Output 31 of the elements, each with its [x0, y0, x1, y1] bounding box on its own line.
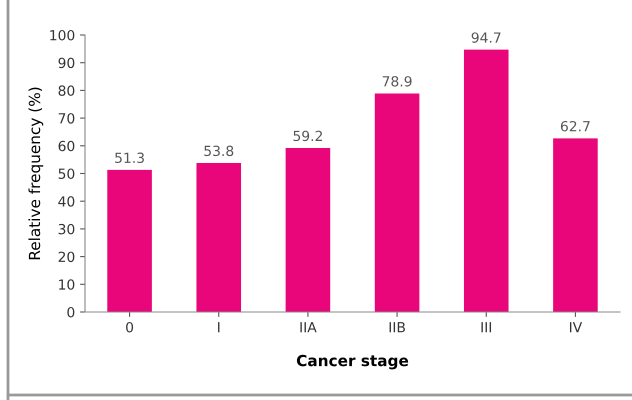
bar [196, 162, 242, 312]
data-label: 59.2 [294, 130, 322, 142]
bar [374, 93, 420, 312]
x-tick-label: IIA [300, 322, 317, 332]
bar [107, 170, 152, 312]
x-axis-title: Cancer stage [296, 354, 408, 370]
data-label: 51.3 [115, 152, 144, 164]
x-tick-label: III [481, 322, 492, 332]
y-tick-label: 0 [67, 306, 74, 318]
y-tick-label: 100 [50, 30, 74, 40]
x-tick-label: IV [570, 322, 582, 332]
y-tick-label: 50 [58, 168, 74, 179]
bar [286, 148, 330, 312]
y-tick-label: 10 [59, 279, 74, 290]
y-tick-label: 70 [58, 113, 74, 124]
data-label: 62.7 [560, 120, 590, 132]
x-tick-label: IIB [390, 322, 405, 332]
y-tick-label: 60 [58, 140, 74, 152]
bar [553, 138, 598, 312]
y-tick-label: 80 [58, 85, 74, 96]
y-axis-title: Relative frequency (%) [28, 88, 44, 260]
y-tick-label: 20 [58, 252, 74, 262]
x-tick-label: I [218, 322, 220, 332]
data-label: 78.9 [382, 76, 412, 87]
y-tick-label: 30 [58, 224, 74, 234]
data-label: 94.7 [472, 32, 501, 43]
y-tick-label: 40 [58, 196, 74, 207]
bar [464, 50, 509, 312]
x-tick-label: 0 [126, 322, 134, 332]
data-label: 53.8 [204, 146, 234, 156]
y-tick-label: 90 [58, 58, 74, 68]
